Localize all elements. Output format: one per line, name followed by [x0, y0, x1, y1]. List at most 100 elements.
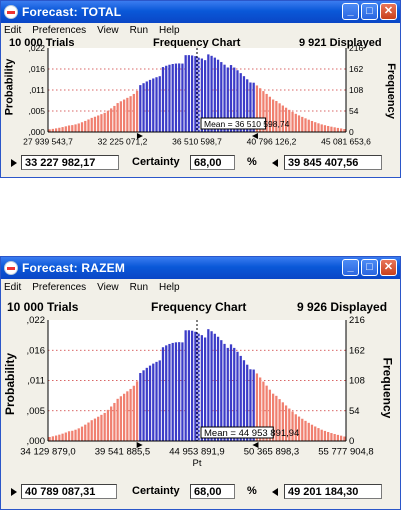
histogram-bar: [336, 127, 340, 132]
histogram-bar: [161, 67, 165, 132]
menu-edit[interactable]: Edit: [4, 25, 22, 36]
close-icon[interactable]: ✕: [380, 259, 397, 276]
mean-label-box: [200, 426, 274, 439]
menu-view[interactable]: View: [97, 281, 119, 293]
y-tick-label-left: ,016: [27, 345, 46, 356]
maximize-icon[interactable]: □: [361, 259, 378, 276]
histogram-bar: [77, 428, 80, 441]
certainty-field[interactable]: 68,00: [190, 484, 235, 499]
title-bar[interactable]: Forecast: TOTAL _ □ ✕: [1, 1, 400, 23]
histogram-bar: [327, 432, 330, 441]
histogram-bar: [297, 115, 301, 132]
upper-grabber-arrow-icon[interactable]: [272, 488, 278, 496]
histogram-bar: [294, 414, 297, 441]
lower-bound-field[interactable]: 40 789 087,31: [21, 484, 117, 499]
histogram-bar: [168, 64, 171, 132]
histogram-bar: [310, 120, 314, 132]
lower-grabber-arrow-icon[interactable]: [11, 488, 17, 496]
histogram-bar: [158, 360, 161, 441]
histogram-bar: [252, 369, 255, 441]
histogram-bar: [268, 96, 272, 132]
menu-edit[interactable]: Edit: [4, 281, 22, 293]
histogram-bar: [171, 342, 174, 441]
histogram-bar: [336, 434, 340, 441]
histogram-bar: [113, 402, 116, 441]
histogram-bar: [58, 434, 61, 441]
menu-run[interactable]: Run: [129, 25, 149, 36]
menu-bar: Edit Preferences View Run Help: [1, 279, 400, 295]
histogram-bar: [239, 73, 242, 132]
trials-count: 10 000 Trials: [9, 37, 75, 49]
histogram-bar: [87, 119, 90, 132]
mean-label-box: [200, 117, 267, 130]
histogram-bar: [210, 55, 213, 132]
histogram-bar: [64, 432, 67, 441]
histogram-bar: [197, 333, 200, 441]
maximize-icon[interactable]: □: [361, 3, 378, 20]
close-icon[interactable]: ✕: [380, 3, 397, 20]
x-tick-label: 45 081 653,6: [321, 137, 371, 147]
app-icon: [4, 261, 18, 275]
histogram-bar: [67, 431, 71, 441]
histogram-bar: [158, 76, 161, 132]
histogram-bar: [317, 428, 320, 441]
histogram-bar: [71, 125, 74, 132]
histogram-bar: [320, 429, 323, 441]
displayed-count: 9 926 Displayed: [297, 300, 388, 314]
histogram-bar: [278, 103, 281, 132]
histogram-bar: [181, 342, 184, 441]
histogram-bar: [216, 59, 220, 133]
minimize-icon[interactable]: _: [342, 3, 359, 20]
menu-help[interactable]: Help: [159, 25, 180, 36]
upper-bound-field[interactable]: 49 201 184,30: [284, 484, 382, 499]
lower-bound-field[interactable]: 33 227 982,17: [21, 155, 119, 170]
y-tick-label-left: ,005: [27, 406, 46, 417]
histogram-bar: [249, 82, 252, 132]
histogram-bar: [262, 91, 265, 132]
menu-preferences[interactable]: Preferences: [32, 281, 87, 293]
histogram-bar: [148, 365, 152, 441]
histogram-bar: [139, 85, 142, 132]
lower-certainty-grabber: [136, 442, 143, 448]
y-tick-label-right: 54: [349, 106, 359, 116]
histogram-bar: [301, 116, 304, 132]
histogram-bar: [291, 411, 294, 441]
histogram-bar: [223, 343, 226, 441]
histogram-bar: [236, 70, 239, 132]
histogram-bar: [93, 418, 97, 441]
histogram-bar: [301, 418, 304, 441]
menu-help[interactable]: Help: [159, 281, 180, 293]
lower-certainty-grabber: [136, 133, 143, 139]
menu-view[interactable]: View: [97, 25, 119, 36]
histogram-bar: [119, 101, 123, 132]
histogram-bar: [197, 57, 200, 132]
histogram-bar: [242, 76, 246, 132]
histogram-bar: [97, 416, 100, 441]
histogram-bar: [174, 63, 178, 132]
menu-preferences[interactable]: Preferences: [32, 25, 87, 36]
histogram-bar: [275, 101, 278, 132]
title-bar[interactable]: Forecast: RAZEM _ □ ✕: [1, 257, 400, 279]
histogram-bar: [67, 125, 71, 132]
chart-title: Frequency Chart: [153, 37, 241, 49]
plot-area: [48, 48, 346, 132]
histogram-bar: [323, 430, 327, 441]
menu-run[interactable]: Run: [129, 281, 149, 293]
percent-label: %: [247, 156, 257, 168]
histogram-bar: [203, 60, 207, 132]
percent-label: %: [247, 485, 257, 497]
upper-grabber-arrow-icon[interactable]: [272, 159, 278, 167]
x-tick-label: 44 953 891,9: [169, 447, 224, 458]
lower-grabber-arrow-icon[interactable]: [11, 159, 17, 167]
y-tick-label-right: 0: [349, 127, 354, 137]
certainty-field[interactable]: 68,00: [190, 155, 235, 170]
histogram-bar: [90, 117, 93, 132]
histogram-bar: [343, 129, 346, 132]
histogram-bar: [61, 127, 64, 132]
histogram-bar: [294, 113, 297, 132]
upper-bound-field[interactable]: 39 845 407,56: [284, 155, 382, 170]
histogram-bar: [226, 347, 229, 441]
minimize-icon[interactable]: _: [342, 259, 359, 276]
histogram-bar: [165, 65, 168, 132]
histogram-bar: [233, 347, 236, 441]
